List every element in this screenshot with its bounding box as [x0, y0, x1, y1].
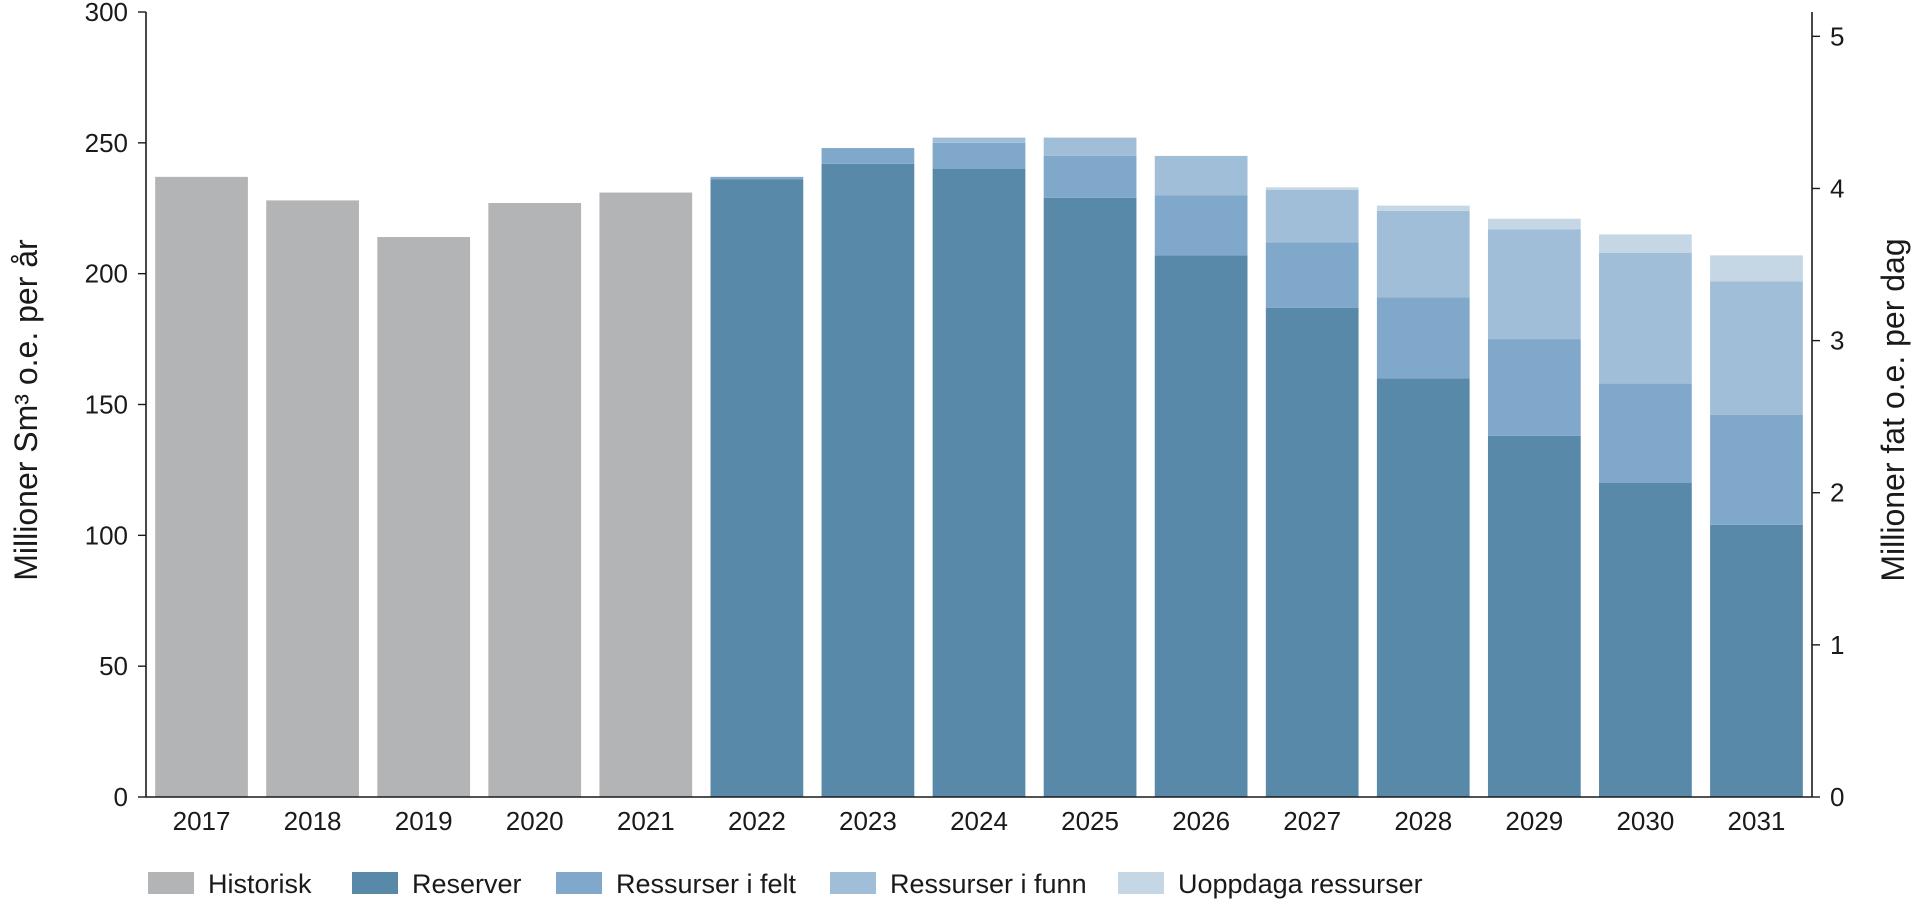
y-tick-label: 50 [99, 651, 128, 681]
bar-2025-series-2 [1043, 155, 1137, 198]
bar-2025-series-1 [1043, 197, 1137, 797]
x-tick-label-2018: 2018 [284, 806, 342, 836]
bar-2026-series-1 [1154, 255, 1248, 798]
bars-group [155, 137, 1803, 798]
bar-2029-series-3 [1487, 229, 1581, 340]
x-tick-label-2017: 2017 [173, 806, 231, 836]
bar-2030-series-3 [1599, 252, 1692, 384]
legend-swatch-0 [148, 872, 194, 894]
y-axis-title: Millioner Sm³ o.e. per år [8, 239, 44, 581]
bar-2028-series-4 [1376, 205, 1470, 211]
bar-2028-series-1 [1376, 378, 1470, 797]
bar-2027-series-2 [1265, 242, 1359, 308]
legend-swatch-3 [830, 872, 876, 894]
y2-tick-label: 1 [1830, 630, 1844, 660]
bar-2030-series-4 [1599, 234, 1692, 253]
legend-swatch-4 [1118, 872, 1164, 894]
x-tick-label-2026: 2026 [1172, 806, 1230, 836]
x-tick-label-2024: 2024 [950, 806, 1008, 836]
bar-2020-series-0 [488, 203, 582, 797]
bar-2031-series-2 [1710, 414, 1803, 525]
bar-2018-series-0 [266, 200, 359, 797]
bar-2029-series-2 [1487, 339, 1581, 436]
bar-2017-series-0 [155, 176, 248, 798]
bar-2028-series-2 [1376, 297, 1470, 379]
bar-2031-series-1 [1710, 524, 1803, 797]
legend-label-4: Uoppdaga ressurser [1178, 869, 1423, 899]
bar-2030-series-2 [1599, 383, 1692, 483]
x-tick-label-2022: 2022 [728, 806, 786, 836]
x-tick-label-2027: 2027 [1283, 806, 1341, 836]
x-tick-label-2028: 2028 [1394, 806, 1452, 836]
x-ticks-group: 2017 2018 2019 2020 2021 2022 2023 2024 2025 2026… [173, 806, 1786, 836]
y-tick-label: 100 [85, 520, 128, 550]
y-tick-label: 0 [114, 782, 128, 812]
x-tick-label-2021: 2021 [617, 806, 675, 836]
legend-swatch-1 [352, 872, 398, 894]
y2-axis-title: Millioner fat o.e. per dag [1875, 238, 1911, 581]
y-tick-label: 250 [85, 128, 128, 158]
y2-tick-label: 2 [1830, 478, 1844, 508]
bar-2022-series-1 [710, 179, 804, 798]
x-tick-label-2025: 2025 [1061, 806, 1119, 836]
bar-2021-series-0 [599, 192, 693, 798]
legend: Historisk Reserver Ressurser i felt Ressurs… [148, 869, 1423, 899]
bar-2022-series-2 [710, 176, 804, 180]
bar-2031-series-3 [1710, 281, 1803, 415]
y-tick-label: 300 [85, 0, 128, 27]
x-tick-label-2023: 2023 [839, 806, 897, 836]
bar-2026-series-3 [1154, 155, 1248, 196]
y2-tick-label: 4 [1830, 173, 1844, 203]
y2-tick-label: 5 [1830, 21, 1844, 51]
legend-label-1: Reserver [412, 869, 522, 899]
bar-2023-series-2 [821, 148, 915, 164]
bar-2024-series-3 [932, 137, 1026, 143]
legend-label-0: Historisk [208, 869, 312, 899]
legend-swatch-2 [556, 872, 602, 894]
bar-2024-series-2 [932, 142, 1026, 169]
y2-tick-label: 3 [1830, 326, 1844, 356]
y-tick-label: 150 [85, 390, 128, 420]
bar-2027-series-4 [1265, 187, 1359, 190]
x-tick-label-2031: 2031 [1728, 806, 1786, 836]
bar-2027-series-1 [1265, 307, 1359, 797]
bar-2023-series-1 [821, 163, 915, 797]
x-tick-label-2029: 2029 [1505, 806, 1563, 836]
x-tick-label-2030: 2030 [1616, 806, 1674, 836]
legend-label-2: Ressurser i felt [616, 869, 797, 899]
legend-label-3: Ressurser i funn [890, 869, 1087, 899]
bar-2026-series-2 [1154, 195, 1248, 256]
x-tick-label-2020: 2020 [506, 806, 564, 836]
bar-2028-series-3 [1376, 210, 1470, 298]
y-ticks-group: 0 50 100 150 200 250 300 [85, 0, 146, 812]
y2-tick-label: 0 [1830, 782, 1844, 812]
bar-2030-series-1 [1599, 483, 1692, 797]
bar-2019-series-0 [377, 237, 471, 797]
bar-2025-series-3 [1043, 137, 1137, 156]
x-tick-label-2019: 2019 [395, 806, 453, 836]
bar-2029-series-1 [1487, 435, 1581, 797]
y-tick-label: 200 [85, 259, 128, 289]
y2-ticks-group: 0 1 2 3 4 5 [1812, 21, 1844, 812]
bar-2031-series-4 [1710, 255, 1803, 282]
bar-2029-series-4 [1487, 218, 1581, 230]
bar-2024-series-1 [932, 169, 1026, 797]
bar-2027-series-3 [1265, 189, 1359, 243]
